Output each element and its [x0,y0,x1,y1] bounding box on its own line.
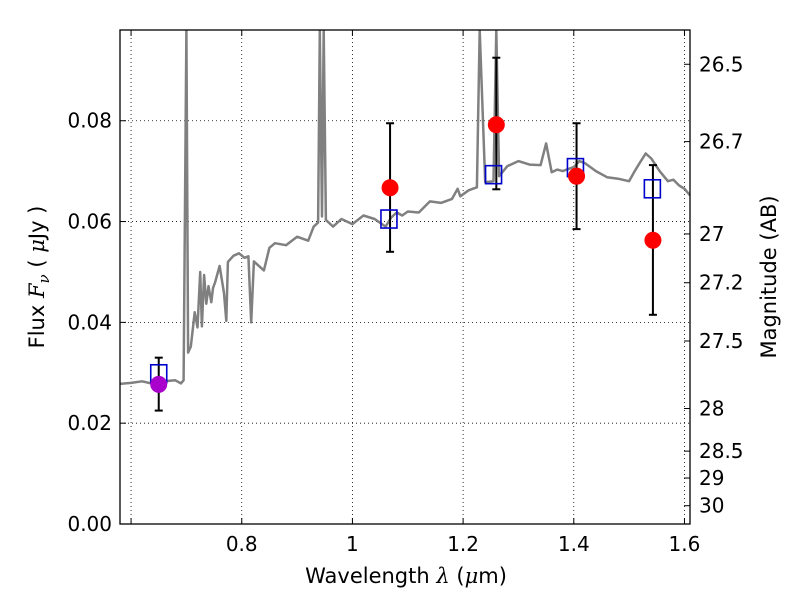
mag-tick-label: 27.5 [699,329,744,353]
y-tick-label: 0.06 [67,210,112,234]
y2-axis-label: Magnitude (AB) [757,195,781,358]
x-tick-label: 0.8 [226,532,258,556]
y-tick-label: 0.04 [67,310,112,334]
mag-tick-label: 26.7 [699,130,744,154]
y-tick-label: 0.08 [67,109,112,133]
observed-flux-point [487,116,505,134]
x-tick-label: 1.6 [669,532,701,556]
x-tick-label: 1.4 [558,532,590,556]
mag-tick-label: 30 [699,494,724,518]
mag-tick-label: 28.5 [699,439,744,463]
ticks: 0.8 1 1.2 1.4 1.6 0.00 0.02 0.04 0.06 0.08 26.5 26.… [67,30,744,556]
observed-flux-point [568,167,586,185]
data-layer [120,30,690,386]
observed-flux-point [150,375,168,393]
mag-tick-label: 27.2 [699,271,744,295]
x-axis-label: Wavelength λ (μm) [305,564,507,588]
model-photometry-square [484,164,503,185]
mag-tick-label: 29 [699,466,724,490]
model-spectrum-line [120,30,690,386]
x-tick-label: 1.2 [447,532,479,556]
observed-flux-point [381,179,399,197]
y-tick-label: 0.00 [67,512,112,536]
mag-tick-label: 28 [699,397,724,421]
observed-flux-point [644,231,662,249]
model-photometry-square [380,209,398,229]
errorbar-layer [149,56,662,412]
y-axis-label: Flux Fν ( μJy ) [25,206,53,349]
model-photometry-square [643,178,662,199]
x-tick-label: 1 [346,532,359,556]
plot-frame [119,29,691,525]
y-tick-label: 0.02 [67,411,112,435]
plot-area-background [120,30,690,524]
mag-tick-label: 27 [699,222,724,246]
mag-tick-label: 26.5 [699,52,744,76]
